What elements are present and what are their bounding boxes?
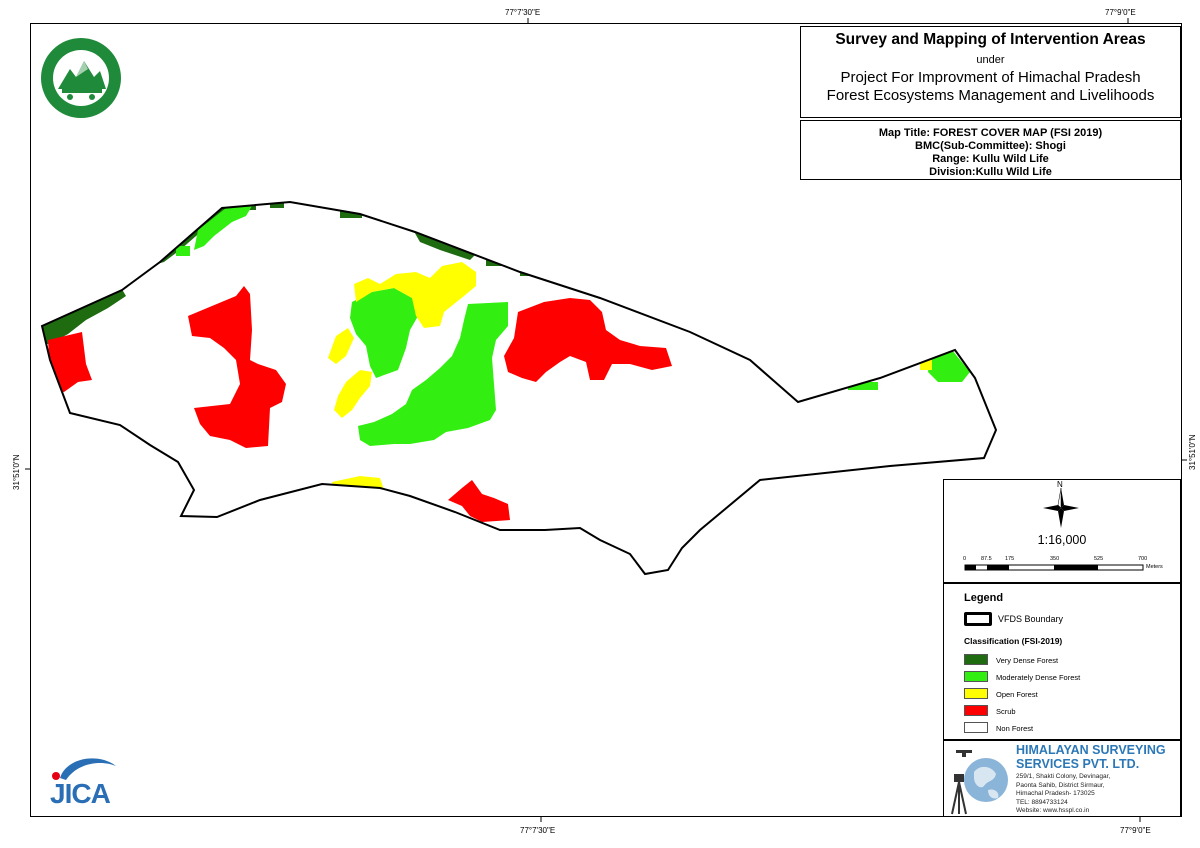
legend-label-very-dense-forest: Very Dense Forest xyxy=(996,656,1059,665)
north-label: N xyxy=(1057,480,1063,489)
company-address-line-2: Paonta Sahib, District Sirmaur, xyxy=(1016,781,1105,789)
legend-swatch-open-forest xyxy=(964,688,988,699)
scale-box: N 1:16,000 0 87.5 175 350 525 700 Meters xyxy=(943,479,1181,583)
map-title: Map Title: FOREST COVER MAP (FSI 2019) xyxy=(878,127,1103,139)
legend-swatch-scrub xyxy=(964,705,988,716)
company-name-line-1: HIMALAYAN SURVEYING xyxy=(1016,743,1166,757)
company-address-line-1: 259/1, Shakti Colony, Devinagar, xyxy=(1016,773,1111,780)
legend-swatch-very-dense-forest xyxy=(964,654,988,665)
legend-box: Legend VFDS Boundary Classification (FSI… xyxy=(943,583,1181,740)
scale-unit: Meters xyxy=(1146,564,1163,570)
legend-swatch-non-forest xyxy=(964,722,988,733)
vfds-boundary-label: VFDS Boundary xyxy=(998,614,1064,624)
legend-label-non-forest: Non Forest xyxy=(996,724,1034,733)
classification-title: Classification (FSI-2019) xyxy=(964,636,1063,646)
scale-bar xyxy=(964,564,1144,571)
company-phone: TEL: 8894733124 xyxy=(1016,798,1068,806)
grid-label-top-2: 77°9'0"E xyxy=(1105,8,1136,17)
legend-label-moderately-dense-forest: Moderately Dense Forest xyxy=(996,673,1081,682)
division-label: Division:Kullu Wild Life xyxy=(929,166,1052,178)
company-address-line-3: Himachal Pradesh- 173025 xyxy=(1016,790,1095,797)
grid-label-bottom-1: 77°7'30"E xyxy=(520,826,556,835)
company-block: HIMALAYAN SURVEYING SERVICES PVT. LTD. 2… xyxy=(943,740,1181,817)
grid-label-bottom-2: 77°9'0"E xyxy=(1120,826,1151,835)
legend-title: Legend xyxy=(964,592,1004,604)
jica-logo-text: JICA xyxy=(50,778,111,809)
scrub-patches xyxy=(48,286,672,522)
scale-tick-1: 87.5 xyxy=(981,556,992,562)
hp-forest-department-emblem-icon xyxy=(41,38,121,118)
title-main: Survey and Mapping of Intervention Areas xyxy=(835,31,1146,48)
company-name-line-2: SERVICES PVT. LTD. xyxy=(1016,757,1140,771)
scale-tick-2: 175 xyxy=(1005,556,1015,562)
project-line-1: Project For Improvment of Himachal Prade… xyxy=(840,69,1141,86)
range-label: Range: Kullu Wild Life xyxy=(932,153,1049,165)
legend-label-scrub: Scrub xyxy=(996,707,1016,716)
moderately-dense-forest-patches xyxy=(176,206,970,446)
survey-globe-logo-icon xyxy=(951,750,1008,815)
title-under: under xyxy=(976,54,1005,66)
open-forest-patches xyxy=(328,262,932,494)
company-website: Website: www.hsspl.co.in xyxy=(1016,807,1090,814)
vfds-boundary-swatch xyxy=(964,612,992,626)
jica-swoosh-icon xyxy=(52,758,116,780)
grid-label-top-1: 77°7'30"E xyxy=(505,8,541,17)
legend-label-open-forest: Open Forest xyxy=(996,690,1038,699)
scale-tick-4: 525 xyxy=(1094,556,1104,562)
map-info-block: Map Title: FOREST COVER MAP (FSI 2019) B… xyxy=(800,120,1181,180)
scale-ratio: 1:16,000 xyxy=(1037,533,1087,547)
bmc-label: BMC(Sub-Committee): Shogi xyxy=(915,140,1066,152)
scale-tick-5: 700 xyxy=(1138,556,1148,562)
title-block: Survey and Mapping of Intervention Areas… xyxy=(800,26,1181,118)
legend-swatch-moderately-dense-forest xyxy=(964,671,988,682)
jica-logo: JICA xyxy=(46,752,122,810)
scale-tick-0: 0 xyxy=(963,556,967,562)
north-arrow-icon xyxy=(1043,488,1079,528)
scale-tick-3: 350 xyxy=(1050,556,1060,562)
vfds-boundary xyxy=(40,200,998,576)
project-line-2: Forest Ecosystems Management and Livelih… xyxy=(826,87,1155,104)
